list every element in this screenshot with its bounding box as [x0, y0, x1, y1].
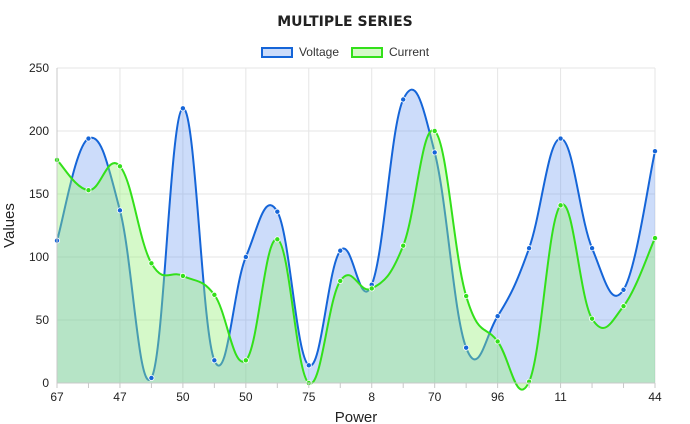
point-voltage[interactable] — [620, 286, 627, 293]
point-current[interactable] — [620, 303, 627, 310]
legend-label-current: Current — [389, 45, 430, 59]
area-voltage — [57, 89, 655, 384]
series-areas — [56, 88, 656, 391]
point-voltage[interactable] — [652, 148, 659, 155]
legend: Voltage Current — [0, 45, 690, 59]
point-voltage[interactable] — [526, 245, 533, 252]
y-tick-label: 150 — [29, 187, 49, 201]
point-current[interactable] — [431, 127, 438, 134]
point-voltage[interactable] — [431, 149, 438, 156]
point-voltage[interactable] — [337, 247, 344, 254]
area-current — [57, 130, 655, 390]
legend-item-voltage[interactable]: Voltage — [260, 45, 340, 59]
x-tick-label: 96 — [491, 390, 505, 404]
point-voltage[interactable] — [463, 344, 470, 351]
point-current[interactable] — [368, 285, 375, 292]
point-current[interactable] — [179, 272, 186, 279]
point-current[interactable] — [494, 338, 501, 345]
point-current[interactable] — [85, 187, 92, 194]
x-tick-label: 50 — [176, 390, 190, 404]
y-tick-label: 250 — [29, 61, 49, 75]
y-axis-title: Values — [1, 203, 18, 248]
point-current[interactable] — [557, 202, 564, 209]
point-current[interactable] — [242, 357, 249, 364]
x-tick-label: 11 — [554, 390, 567, 404]
gridlines — [56, 67, 656, 384]
point-current[interactable] — [337, 277, 344, 284]
point-voltage[interactable] — [305, 362, 312, 369]
point-current[interactable] — [274, 236, 281, 243]
point-current[interactable] — [400, 242, 407, 249]
legend-label-voltage: Voltage — [298, 45, 340, 59]
x-tick-label: 75 — [302, 390, 316, 404]
legend-swatch-current — [351, 46, 384, 58]
x-tick-label: 44 — [648, 390, 662, 404]
x-axis-title: Power — [335, 409, 378, 424]
legend-item-current[interactable]: Current — [351, 45, 429, 59]
point-current[interactable] — [589, 315, 596, 322]
x-tick-label: 70 — [428, 390, 442, 404]
point-current[interactable] — [211, 291, 218, 298]
point-voltage[interactable] — [148, 374, 155, 381]
point-voltage[interactable] — [116, 207, 123, 214]
y-tick-label: 50 — [36, 313, 50, 327]
x-tick-label: 67 — [50, 390, 64, 404]
point-current[interactable] — [116, 163, 123, 170]
point-voltage[interactable] — [400, 96, 407, 103]
x-tick-label: 50 — [239, 390, 253, 404]
x-tick-label: 47 — [113, 390, 127, 404]
point-voltage[interactable] — [179, 105, 186, 112]
point-current[interactable] — [463, 293, 470, 300]
point-voltage[interactable] — [589, 245, 596, 252]
line-current — [56, 129, 656, 391]
point-voltage[interactable] — [211, 357, 218, 364]
point-voltage[interactable] — [274, 208, 281, 215]
x-tick-label: 8 — [368, 390, 375, 404]
chart-title: MULTIPLE SERIES — [277, 14, 413, 30]
y-tick-label: 100 — [29, 250, 49, 264]
axes: 0 50 100 150 200 250 67 47 50 50 75 8 70 96 11 44 — [29, 61, 662, 404]
point-current[interactable] — [652, 235, 659, 242]
legend-swatch-voltage — [260, 46, 293, 58]
series-points — [54, 96, 659, 386]
point-voltage[interactable] — [242, 253, 249, 260]
point-voltage[interactable] — [557, 135, 564, 142]
point-voltage[interactable] — [85, 135, 92, 142]
point-voltage[interactable] — [494, 313, 501, 320]
y-tick-label: 200 — [29, 124, 49, 138]
point-current[interactable] — [148, 260, 155, 267]
y-tick-label: 0 — [42, 376, 49, 390]
